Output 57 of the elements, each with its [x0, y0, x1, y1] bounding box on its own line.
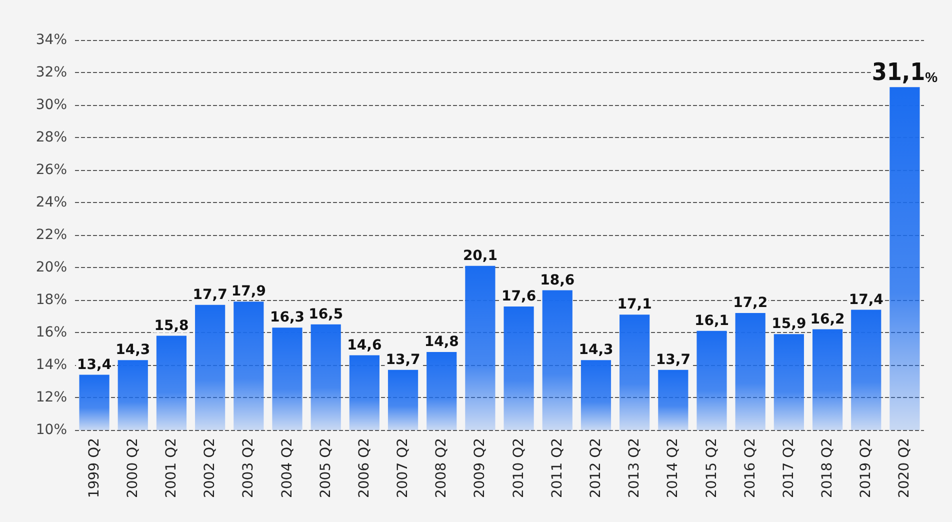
- data-label: 14,3: [116, 342, 150, 358]
- data-label: 14,3: [578, 342, 614, 358]
- data-label: 17,4: [848, 292, 884, 308]
- data-label: 15,8: [154, 318, 189, 334]
- data-label: 13,7: [386, 352, 420, 368]
- x-tick-label: 2013 Q2: [626, 438, 643, 498]
- x-tick-label: 2012 Q2: [588, 438, 604, 498]
- x-tick-label: 2010 Q2: [510, 438, 527, 498]
- x-tick-label: 2000 Q2: [124, 438, 141, 498]
- data-label: 17,9: [231, 284, 266, 300]
- x-tick-label: 2004 Q2: [279, 438, 296, 498]
- x-tick-label: 2015 Q2: [704, 438, 720, 498]
- y-tick-label: 34%: [36, 32, 67, 48]
- x-tick-label: 2017 Q2: [780, 438, 797, 498]
- y-tick-label: 32%: [36, 64, 67, 80]
- data-label: 13,7: [656, 352, 690, 368]
- y-tick-label: 10%: [36, 422, 67, 438]
- data-label: 16,3: [270, 310, 305, 326]
- data-label: 17,6: [502, 288, 536, 304]
- y-tick-label: 30%: [36, 97, 67, 113]
- data-label: 16,2: [810, 311, 845, 328]
- x-tick-label: 2014 Q2: [665, 438, 682, 498]
- y-tick-label: 18%: [36, 292, 67, 308]
- y-tick-label: 20%: [36, 260, 67, 276]
- data-label: 17,7: [192, 286, 228, 303]
- data-label: 17,2: [733, 295, 768, 311]
- data-label: 14,8: [424, 334, 459, 350]
- y-tick-label: 22%: [36, 227, 67, 243]
- x-tick-label: 2019 Q2: [858, 438, 874, 498]
- data-label: 17,1: [617, 296, 652, 313]
- data-label: 14,6: [347, 337, 382, 354]
- x-tick-label: 2003 Q2: [240, 438, 257, 498]
- x-tick-label: 2009 Q2: [472, 438, 488, 498]
- x-tick-label: 2002 Q2: [202, 438, 218, 498]
- data-label: 15,9: [772, 316, 806, 332]
- x-tick-label: 2011 Q2: [549, 438, 566, 498]
- x-tick-label: 1999 Q2: [86, 438, 102, 498]
- data-label: 13,4: [77, 356, 112, 373]
- data-label: 18,6: [540, 272, 575, 288]
- data-label: 20,1: [462, 248, 498, 264]
- y-tick-label: 14%: [36, 357, 67, 373]
- x-tick-label: 2006 Q2: [356, 438, 372, 498]
- x-tick-label: 2018 Q2: [820, 438, 836, 498]
- y-tick-label: 26%: [36, 162, 67, 178]
- x-tick-label: 2008 Q2: [434, 438, 450, 498]
- y-tick-label: 28%: [36, 130, 67, 146]
- x-tick-label: 2020 Q2: [896, 438, 913, 498]
- y-tick-label: 12%: [36, 390, 67, 406]
- data-label: 16,5: [308, 306, 344, 322]
- data-label: 31,1%: [872, 58, 938, 86]
- x-tick-label: 2016 Q2: [742, 438, 758, 498]
- x-tick-label: 2005 Q2: [318, 438, 334, 498]
- data-label: 16,1: [694, 312, 730, 329]
- x-tick-label: 2007 Q2: [395, 438, 412, 498]
- x-tick-label: 2001 Q2: [163, 438, 180, 498]
- y-tick-label: 24%: [36, 194, 67, 210]
- y-tick-label: 16%: [36, 324, 67, 340]
